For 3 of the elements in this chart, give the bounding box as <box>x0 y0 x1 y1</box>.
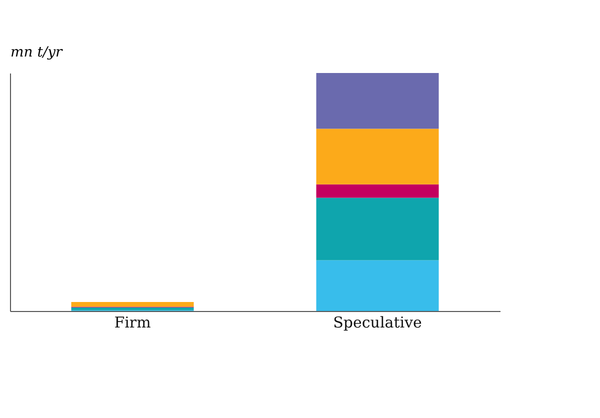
x-tick-label: Firm <box>114 314 151 332</box>
x-tick-label: Speculative <box>333 314 422 332</box>
y-axis-title: mn t/yr <box>10 44 64 60</box>
